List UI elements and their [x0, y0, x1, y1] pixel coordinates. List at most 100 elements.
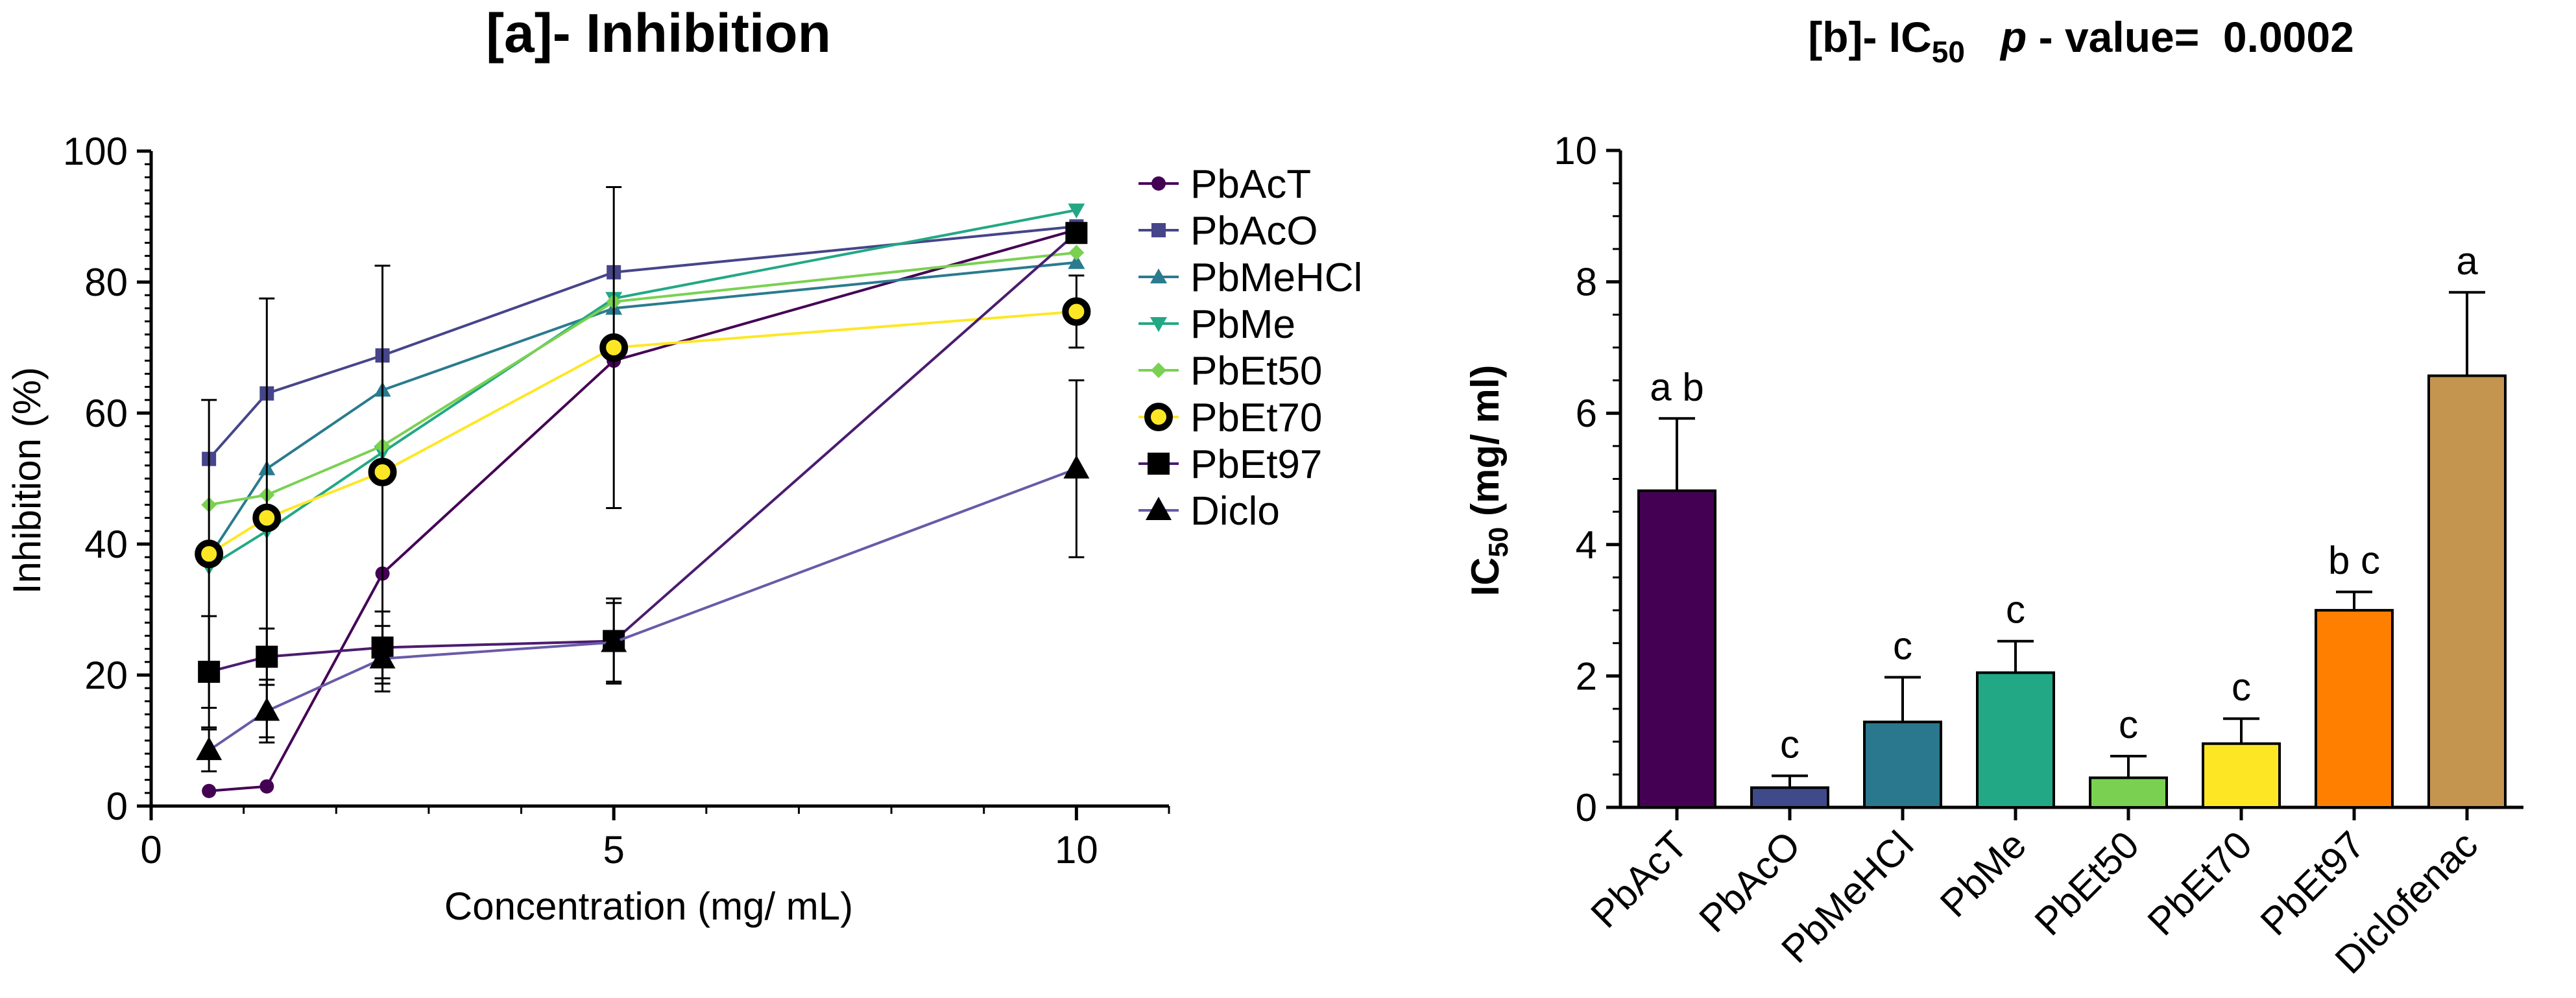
panel-a-series: [195, 186, 1091, 798]
x-tick-label: PbAcT: [1582, 823, 1696, 936]
data-point: [1068, 254, 1085, 269]
x-tick-label: PbEt70: [2139, 823, 2261, 944]
y-tick-label: 0: [1576, 786, 1597, 829]
x-tick-label: 5: [603, 828, 624, 872]
series-line: [208, 225, 1077, 460]
legend-item-PbMe: PbMe: [1138, 302, 1295, 347]
panel-a-title: [a]- Inhibition: [486, 3, 831, 64]
legend-item-PbMeHCl: PbMeHCl: [1138, 255, 1362, 300]
legend-label: Diclo: [1190, 489, 1280, 534]
bar-group-PbAcT: a b PbAcT: [1582, 365, 1716, 936]
panel-a-axes: 0 20 40 60 80 100 0 5 10: [63, 130, 1170, 872]
data-point: [599, 333, 629, 362]
legend-marker: [1150, 268, 1167, 283]
y-tick-label: 10: [1554, 129, 1597, 172]
legend-item-PbEt50: PbEt50: [1138, 349, 1322, 394]
significance-letter: c: [2232, 665, 2251, 709]
legend-label: PbEt97: [1190, 442, 1322, 487]
series-PbEt50: [201, 244, 1085, 513]
legend-marker: [1150, 317, 1167, 332]
legend-item-PbEt70: PbEt70: [1138, 396, 1322, 440]
panel-a-x-axis-label: Concentration (mg/ mL): [444, 885, 853, 928]
data-point: [369, 645, 396, 669]
data-point: [259, 779, 274, 794]
legend-item-PbEt97: PbEt97: [1138, 442, 1322, 487]
data-point: [368, 457, 397, 486]
data-point: [252, 503, 282, 532]
y-tick-label: 100: [63, 130, 128, 173]
bar: [1976, 671, 2055, 809]
data-point: [198, 660, 221, 683]
legend-label: PbAcO: [1190, 209, 1318, 254]
bar: [2427, 374, 2507, 809]
series-PbAcT: [202, 222, 1084, 798]
series-PbMe: [200, 203, 1085, 576]
legend-label: PbEt50: [1190, 349, 1322, 394]
y-tick-label: 40: [84, 523, 128, 566]
significance-letter: c: [2119, 703, 2138, 746]
legend-label: PbAcT: [1190, 162, 1311, 207]
data-point: [1065, 222, 1088, 244]
data-point: [254, 697, 280, 721]
significance-letter: a: [2456, 239, 2478, 283]
legend-marker: [1151, 176, 1166, 191]
panel-b-title: [b]- IC50 p - value= 0.0002: [1808, 13, 2354, 69]
y-tick-label: 20: [84, 654, 128, 697]
series-PbMeHCl: [200, 254, 1085, 564]
y-tick-label: 8: [1576, 261, 1597, 304]
bar: [2089, 776, 2168, 809]
data-point: [256, 645, 278, 668]
data-point: [202, 783, 217, 798]
panel-b-y-axis-label: IC50 (mg/ ml): [1463, 365, 1513, 597]
significance-letter: c: [1780, 722, 1800, 766]
panel-a-legend: PbAcTPbAcOPbMeHClPbMePbEt50PbEt70PbEt97D…: [1138, 162, 1362, 534]
legend-marker: [1148, 453, 1170, 475]
series-line: [208, 228, 1077, 792]
significance-letter: a b: [1650, 365, 1703, 409]
legend-item-PbAcT: PbAcT: [1138, 162, 1311, 207]
significance-letter: c: [2006, 588, 2025, 632]
bar: [2202, 742, 2281, 809]
legend-item-Diclo: Diclo: [1138, 489, 1280, 534]
data-point: [601, 628, 627, 652]
x-tick-label: PbEt50: [2027, 823, 2148, 944]
y-tick-label: 4: [1576, 523, 1597, 567]
legend-label: PbMeHCl: [1190, 255, 1362, 300]
series-line: [208, 251, 1077, 506]
bar: [1863, 720, 1942, 809]
significance-letter: c: [1893, 624, 1912, 667]
legend-marker: [1151, 223, 1166, 237]
x-tick-label: 0: [140, 828, 162, 872]
panel-b-bars: a bPbAcTcPbAcOcPbMeHClcPbMecPbEt50cPbEt7…: [1582, 239, 2507, 982]
data-point: [1068, 244, 1085, 261]
series-line: [208, 467, 1077, 752]
y-tick-label: 80: [84, 261, 128, 304]
data-point: [1062, 297, 1091, 326]
bar: [2315, 609, 2394, 809]
legend-item-PbAcO: PbAcO: [1138, 209, 1318, 254]
series-PbEt70: [195, 186, 1091, 739]
y-tick-label: 6: [1576, 392, 1597, 435]
data-point: [1068, 203, 1085, 219]
series-line: [208, 208, 1077, 569]
bar: [1750, 786, 1829, 809]
x-tick-label: PbMe: [1932, 823, 2034, 925]
data-point: [196, 737, 223, 761]
legend-label: PbEt70: [1190, 396, 1322, 440]
data-point: [195, 540, 224, 569]
series-Diclo: [196, 379, 1090, 772]
bar-group-PbMe: c PbMe: [1932, 588, 2055, 925]
panel-a-y-axis-label: Inhibition (%): [5, 367, 49, 594]
x-tick-label: 10: [1055, 828, 1098, 872]
legend-marker: [1144, 403, 1173, 431]
y-tick-label: 0: [106, 785, 128, 828]
series-line: [208, 261, 1077, 558]
data-point: [1063, 455, 1090, 479]
panel-b-ic50-chart: [b]- IC50 p - value= 0.0002 0 2 4 6 8 10 a b P…: [1463, 13, 2523, 982]
significance-letter: b c: [2328, 539, 2380, 582]
legend-marker: [1151, 362, 1166, 378]
legend-marker: [1146, 497, 1172, 520]
panel-a-inhibition-chart: [a]- Inhibition 0 20 40 60 80 100 0 5 10 Concent…: [5, 3, 1362, 928]
